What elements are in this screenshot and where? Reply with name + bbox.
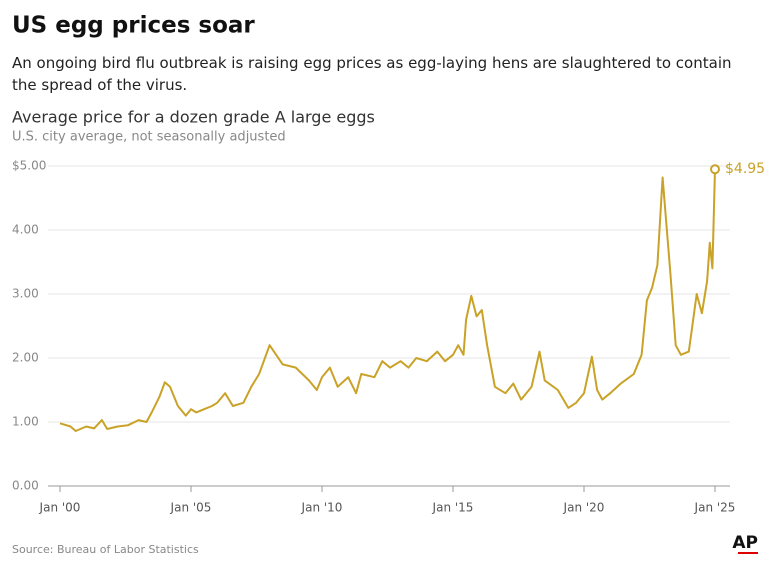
y-tick-label: $5.00 (12, 159, 46, 173)
value-label: $4.95 (725, 161, 765, 177)
logo: AP (732, 533, 758, 553)
chart-subtitle: U.S. city average, not seasonally adjust… (12, 130, 286, 145)
y-tick-label: 3.00 (12, 287, 39, 301)
y-tick-label: 2.00 (12, 351, 39, 365)
page-title: US egg prices soar (12, 13, 255, 39)
y-tick-label: 0.00 (12, 479, 39, 493)
x-tick-label: Jan '20 (563, 501, 605, 515)
description: An ongoing bird flu outbreak is raising … (12, 54, 732, 94)
line (59, 169, 716, 432)
y-tick-label: 4.00 (12, 223, 39, 237)
end-marker (710, 164, 720, 175)
x-tick-label: Jan '10 (301, 501, 343, 515)
source: Source: Bureau of Labor Statistics (12, 543, 199, 556)
x-tick-label: Jan '05 (170, 501, 212, 515)
x-tick-label: Jan '15 (432, 501, 474, 515)
x-tick-label: Jan '00 (39, 501, 81, 515)
x-tick-label: Jan '25 (694, 501, 736, 515)
chart-title: Average price for a dozen grade A large … (12, 108, 375, 127)
y-tick-label: 1.00 (12, 415, 39, 429)
description-box: An ongoing bird flu outbreak is raising … (12, 54, 732, 94)
